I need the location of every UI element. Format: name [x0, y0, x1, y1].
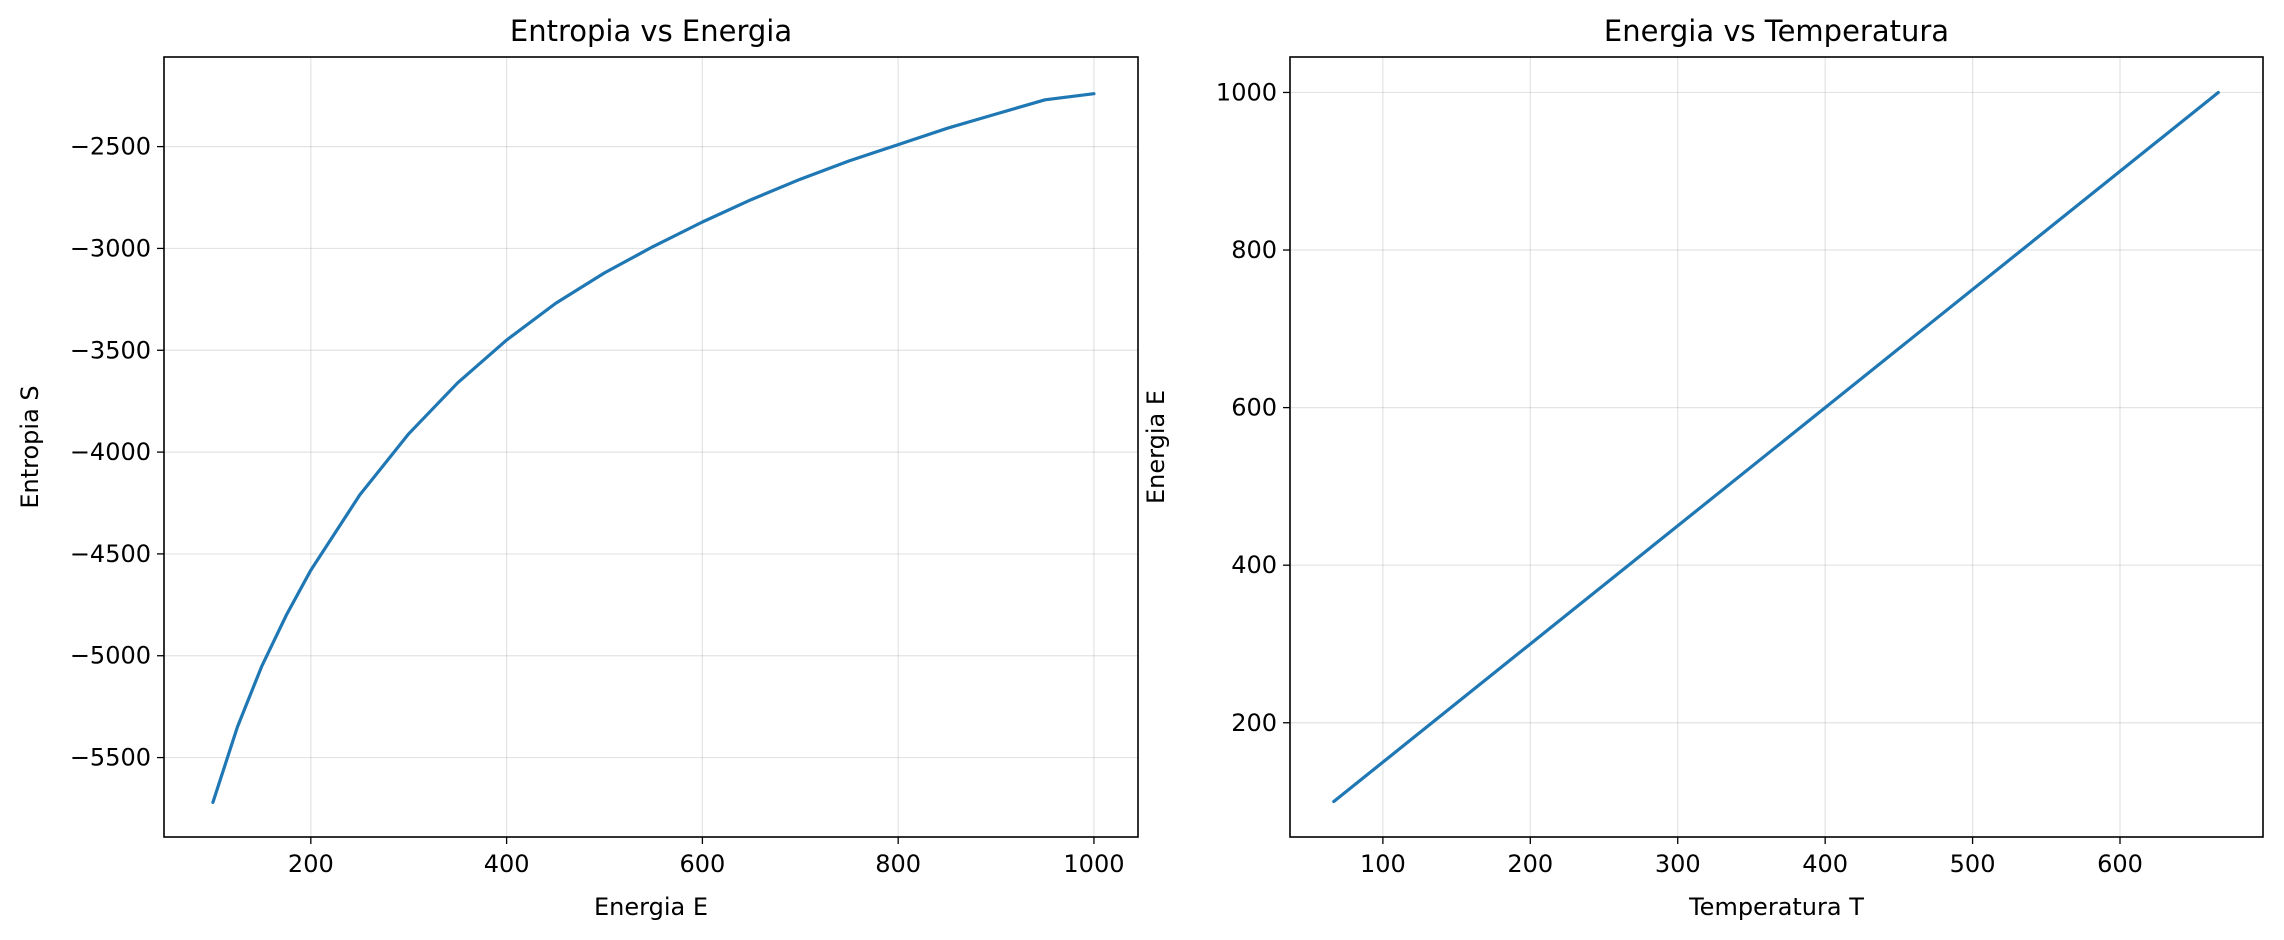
y-tick-label: −5000: [70, 642, 151, 670]
x-axis-label: Energia E: [594, 893, 708, 921]
chart-energia-vs-temperatura: 100 200 300 400 500 600 200 400 600 800 1000 Energi…: [1142, 14, 2264, 921]
plot-frame: [1289, 56, 2264, 838]
series-line: [211, 92, 1096, 804]
x-tick-label: 400: [1802, 850, 1848, 878]
chart-entropia-vs-energia: 200 400 600 800 1000 −5500 −5000 −4500 −4000 −350…: [16, 14, 1139, 921]
y-tick-label: −5500: [70, 744, 151, 772]
x-tick-label: 400: [484, 850, 530, 878]
y-tick-label: 800: [1231, 236, 1277, 264]
y-tick-label: −4000: [70, 438, 151, 466]
chart-title: Energia vs Temperatura: [1604, 14, 1949, 48]
y-tick-label: −3000: [70, 234, 151, 262]
x-tick-label: 600: [679, 850, 725, 878]
x-tick-label: 500: [1950, 850, 1996, 878]
y-tick-label: 600: [1231, 394, 1277, 422]
y-tick-label: −4500: [70, 540, 151, 568]
chart-title: Entropia vs Energia: [510, 14, 792, 48]
plot-frame: [163, 56, 1139, 838]
x-tick-label: 100: [1360, 850, 1406, 878]
x-tick-label: 1000: [1063, 850, 1124, 878]
y-axis-label: Entropia S: [16, 385, 44, 508]
x-tick-label: 200: [1507, 850, 1553, 878]
y-tick-label: 1000: [1216, 78, 1277, 106]
y-tick-label: 400: [1231, 551, 1277, 579]
y-axis-label: Energia E: [1142, 390, 1170, 504]
x-tick-label: 300: [1655, 850, 1701, 878]
y-tick-label: −3500: [70, 336, 151, 364]
series-line: [1332, 90, 2220, 804]
x-axis-label: Temperatura T: [1688, 893, 1864, 921]
x-tick-label: 200: [288, 850, 334, 878]
x-tick-label: 600: [2097, 850, 2143, 878]
y-tick-label: 200: [1231, 709, 1277, 737]
x-tick-label: 800: [875, 850, 921, 878]
y-tick-label: −2500: [70, 133, 151, 161]
